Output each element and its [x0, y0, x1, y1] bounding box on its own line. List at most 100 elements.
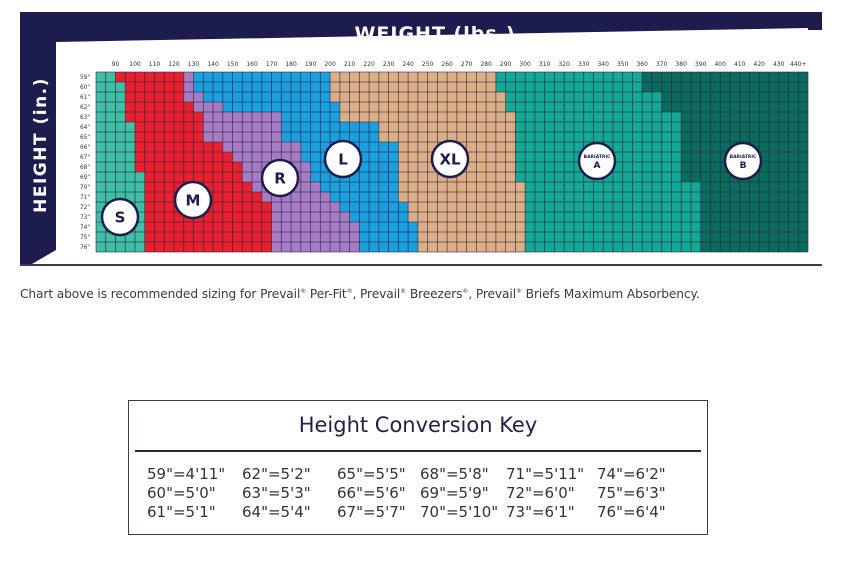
size-badge-r: R	[260, 158, 300, 198]
y-tick-label: 59"	[80, 75, 90, 81]
x-tick-label: 170	[266, 61, 278, 68]
size-region-l	[339, 202, 409, 212]
size-region-s	[96, 172, 145, 182]
x-tick-label: 240	[402, 61, 414, 68]
x-axis-title: WEIGHT (lbs.)	[354, 23, 515, 45]
x-tick-label: 390	[695, 61, 707, 68]
size-region-l	[330, 192, 399, 202]
size-region-r	[193, 102, 223, 112]
size-region-m	[144, 242, 272, 252]
key-entry: 70"=5'10"	[420, 503, 499, 521]
y-axis-title: HEIGHT (in.)	[31, 77, 51, 213]
chart-caption: Chart above is recommended sizing for Pr…	[20, 287, 700, 301]
size-badge-xl: XL	[430, 139, 470, 179]
size-region-r	[271, 232, 360, 242]
size-region-r	[232, 152, 301, 162]
size-region-a	[515, 112, 682, 122]
key-entry: 73"=6'1"	[506, 503, 575, 521]
size-region-b	[681, 112, 808, 122]
size-region-b	[700, 202, 808, 212]
size-region-r	[261, 192, 331, 202]
key-entry: 64"=5'4"	[242, 503, 311, 521]
y-tick-label: 73"	[80, 215, 90, 221]
x-tick-label: 90	[112, 61, 120, 68]
size-region-b	[661, 92, 808, 102]
x-tick-label: 150	[227, 61, 239, 68]
key-entry: 59"=4'11"	[147, 465, 226, 483]
badge-sublabel: BARIATRIC	[730, 154, 757, 160]
y-tick-label: 70"	[80, 185, 90, 191]
x-tick-label: 340	[597, 61, 609, 68]
key-entry: 66"=5'6"	[337, 484, 406, 502]
key-entry: 65"=5'5"	[337, 465, 406, 483]
key-entry: 74"=6'2"	[597, 465, 666, 483]
badge-label: M	[186, 192, 201, 210]
x-tick-label: 180	[285, 61, 297, 68]
badge-label: B	[740, 161, 747, 171]
size-region-s	[96, 102, 126, 112]
size-region-m	[144, 212, 272, 222]
badge-label: A	[594, 161, 601, 171]
x-tick-label: 330	[578, 61, 590, 68]
y-tick-label: 75"	[80, 235, 90, 241]
x-tick-label: 420	[754, 61, 766, 68]
size-region-s	[96, 112, 126, 122]
size-region-b	[700, 192, 808, 202]
x-tick-label: 250	[422, 61, 434, 68]
size-region-r	[271, 222, 360, 232]
badge-sublabel: BARIATRIC	[584, 154, 611, 160]
y-tick-label: 62"	[80, 105, 90, 111]
y-tick-label: 66"	[80, 145, 90, 151]
size-badge-l: L	[323, 139, 363, 179]
x-tick-label: 110	[149, 61, 161, 68]
key-entry: 76"=6'4"	[597, 503, 666, 521]
size-region-m	[135, 122, 204, 132]
size-region-b	[700, 212, 808, 222]
size-region-m	[144, 222, 272, 232]
y-tick-label: 63"	[80, 115, 90, 121]
size-region-m	[144, 232, 272, 242]
size-chart: WEIGHT (lbs.) HEIGHT (in.) 90 100 110 120 13…	[20, 12, 822, 266]
y-tick-label: 74"	[80, 225, 90, 231]
size-region-a	[515, 132, 682, 142]
size-region-b	[681, 132, 808, 142]
size-region-r	[271, 242, 360, 252]
key-entry: 75"=6'3"	[597, 484, 666, 502]
size-region-m	[115, 72, 184, 82]
size-region-b	[661, 102, 808, 112]
key-entry: 60"=5'0"	[147, 484, 216, 502]
height-conversion-key: Height Conversion Key 59"=4'11" 62"=5'2" 6…	[128, 400, 708, 535]
size-region-xl	[398, 192, 526, 202]
key-entry: 63"=5'3"	[242, 484, 311, 502]
x-tick-label: 140	[207, 61, 219, 68]
x-tick-label: 160	[246, 61, 258, 68]
x-tick-label: 370	[656, 61, 668, 68]
y-tick-label: 64"	[80, 125, 90, 131]
x-tick-label: 260	[441, 61, 453, 68]
size-region-xl	[330, 82, 496, 92]
x-tick-label: 270	[461, 61, 473, 68]
size-region-m	[135, 162, 243, 172]
x-tick-label: 130	[188, 61, 200, 68]
x-tick-label: 120	[168, 61, 180, 68]
size-region-b	[700, 242, 808, 252]
size-region-b	[700, 232, 808, 242]
x-tick-label: 380	[675, 61, 687, 68]
x-tick-label: 190	[305, 61, 317, 68]
y-tick-label: 65"	[80, 135, 90, 141]
x-tick-label: 280	[480, 61, 492, 68]
key-title: Height Conversion Key	[298, 413, 538, 437]
size-region-a	[495, 82, 643, 92]
size-region-s	[96, 92, 126, 102]
key-divider	[135, 450, 701, 452]
size-region-b	[681, 122, 808, 132]
size-region-xl	[417, 242, 526, 252]
y-tick-label: 71"	[80, 195, 90, 201]
size-region-b	[700, 182, 808, 192]
y-tick-label: 68"	[80, 165, 90, 171]
x-tick-label: 320	[558, 61, 570, 68]
size-region-a	[515, 122, 682, 132]
size-badge-m: M	[173, 180, 213, 220]
x-tick-label: 400	[714, 61, 726, 68]
